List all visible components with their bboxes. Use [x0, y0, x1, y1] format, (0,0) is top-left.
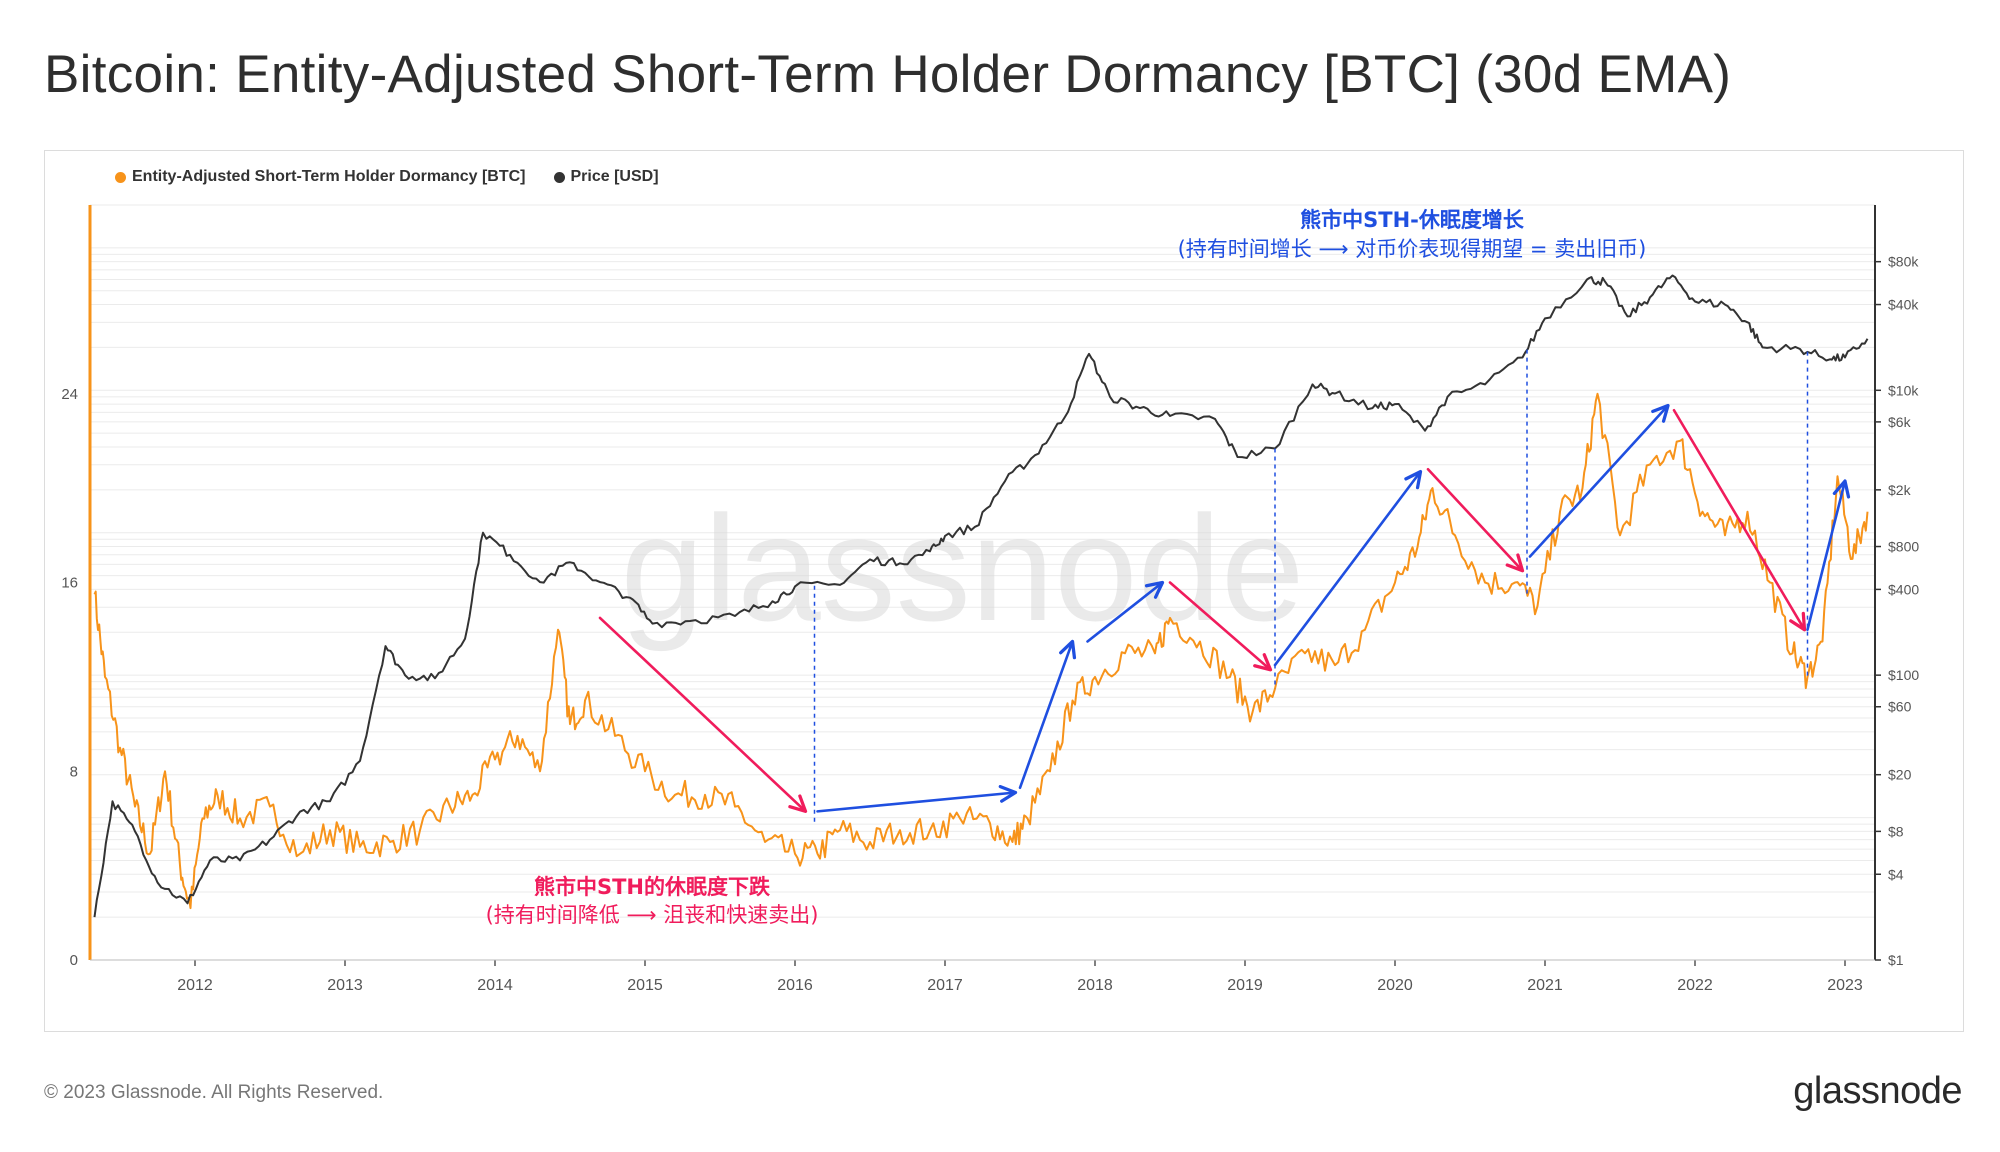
right-tick-label: $1 [1888, 952, 1904, 968]
x-tick-label: 2020 [1377, 977, 1413, 994]
x-tick-label: 2017 [927, 977, 963, 994]
right-tick-label: $80k [1888, 254, 1919, 270]
trend-arrow-down [1672, 408, 1807, 632]
right-tick-label: $8 [1888, 823, 1904, 839]
dashed-verticals [813, 349, 1809, 824]
x-axis-ticks: 2012 2013 2014 2015 2016 2017 2018 2019 2020 2021… [177, 960, 1863, 994]
bear-falling-subtitle: (持有时间降低 ⟶ 沮丧和快速卖出) [486, 903, 819, 927]
left-tick-label: 16 [61, 575, 78, 592]
trend-arrow-down [1168, 581, 1273, 672]
trend-arrow-up [1806, 479, 1851, 631]
x-tick-label: 2014 [477, 977, 513, 994]
right-axis-ticks: $1 $4 $8 $20 $60 $100 $400 $800 $2k $6k $10k $40k $8… [1875, 254, 1919, 968]
x-tick-label: 2018 [1077, 977, 1113, 994]
right-tick-label: $10k [1888, 382, 1919, 398]
trend-arrow-up [1018, 639, 1077, 790]
trend-arrow-down [1426, 467, 1525, 573]
left-tick-label: 24 [61, 386, 78, 403]
x-tick-label: 2016 [777, 977, 813, 994]
legend-item-price[interactable]: Price [USD] [553, 168, 659, 186]
right-tick-label: $100 [1888, 667, 1919, 683]
bear-rising-title: 熊市中STH-休眠度增长 [1300, 208, 1525, 232]
right-tick-label: $40k [1888, 297, 1919, 313]
trend-arrow-up [1273, 469, 1423, 667]
left-tick-label: 0 [70, 952, 78, 969]
left-tick-label: 8 [70, 763, 78, 780]
right-tick-label: $800 [1888, 539, 1919, 555]
x-tick-label: 2022 [1677, 977, 1713, 994]
x-tick-label: 2021 [1527, 977, 1563, 994]
legend-label-dormancy: Entity-Adjusted Short-Term Holder Dorman… [132, 168, 526, 185]
right-tick-label: $2k [1888, 482, 1912, 498]
page-title: Bitcoin: Entity-Adjusted Short-Term Hold… [44, 45, 1732, 104]
legend-item-dormancy[interactable]: Entity-Adjusted Short-Term Holder Dorman… [115, 168, 526, 186]
glassnode-logo[interactable]: glassnode [1793, 1070, 1962, 1112]
trend-arrow-down [598, 616, 808, 813]
legend-dot-dormancy [115, 171, 126, 183]
bear-falling-title: 熊市中STH的休眠度下跌 [534, 875, 771, 899]
left-axis-ticks: 0 8 16 24 [61, 386, 78, 969]
legend-dot-price [553, 171, 565, 183]
gridlines [90, 204, 1875, 961]
x-tick-label: 2015 [627, 977, 663, 994]
annotations: 熊市中STH的休眠度下跌 (持有时间降低 ⟶ 沮丧和快速卖出) 熊市中STH-休眠度… [486, 208, 1647, 927]
bear-rising-subtitle: (持有时间增长 ⟶ 对币价表现得期望 = 卖出旧币) [1178, 237, 1647, 261]
watermark-text: glassnode [621, 484, 1305, 652]
chart-panel [44, 150, 1964, 1032]
trend-arrow-up [1086, 580, 1165, 643]
trend-arrow-up [816, 784, 1018, 813]
series-line-dormancy [93, 392, 1869, 910]
right-tick-label: $60 [1888, 699, 1912, 715]
trend-arrow-up [1528, 403, 1670, 558]
chart-legend: Entity-Adjusted Short-Term Holder Dorman… [115, 168, 659, 186]
x-tick-label: 2023 [1827, 977, 1863, 994]
legend-label-price: Price [USD] [570, 168, 659, 185]
series-line-price [93, 274, 1869, 918]
copyright-footer: © 2023 Glassnode. All Rights Reserved. [44, 1082, 384, 1103]
trend-arrows [598, 403, 1851, 813]
x-tick-label: 2019 [1227, 977, 1263, 994]
right-tick-label: $20 [1888, 767, 1912, 783]
right-tick-label: $6k [1888, 414, 1912, 430]
right-tick-label: $4 [1888, 866, 1904, 882]
right-tick-label: $400 [1888, 581, 1919, 597]
x-tick-label: 2013 [327, 977, 363, 994]
x-tick-label: 2012 [177, 977, 213, 994]
